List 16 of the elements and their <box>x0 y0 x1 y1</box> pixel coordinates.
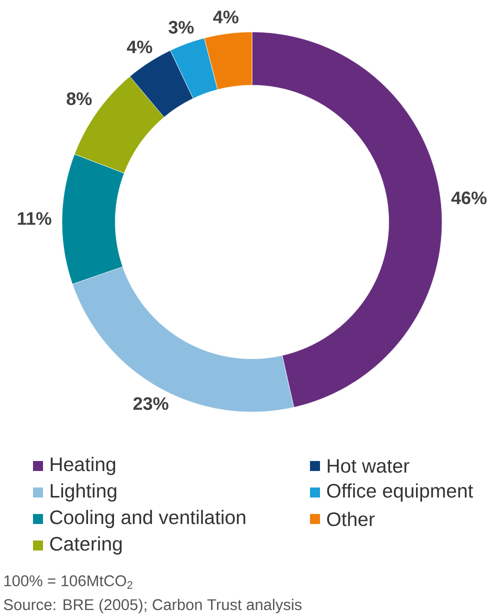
data-label: 46% <box>451 192 487 204</box>
data-label: 8% <box>66 92 92 106</box>
source-note: Source: BRE (2005); Carbon Trust analysis <box>4 598 302 614</box>
data-label: 4% <box>213 10 238 24</box>
legend-label: Hot water <box>328 459 410 473</box>
legend-label: Cooling and ventilation <box>50 510 246 528</box>
data-label: 3% <box>168 20 194 34</box>
text: 100% = 106MtCO$_{2}$ <box>4 575 132 589</box>
legend-label: Office equipment <box>327 483 474 502</box>
legend-label: Lighting <box>50 483 116 502</box>
data-label: 11% <box>18 212 52 225</box>
legend-label: Other <box>327 512 375 526</box>
data-label: 4% <box>126 40 152 54</box>
legend-label: Heating <box>50 456 116 476</box>
legend-label: Catering <box>50 536 122 555</box>
data-label: 23% <box>133 397 168 410</box>
